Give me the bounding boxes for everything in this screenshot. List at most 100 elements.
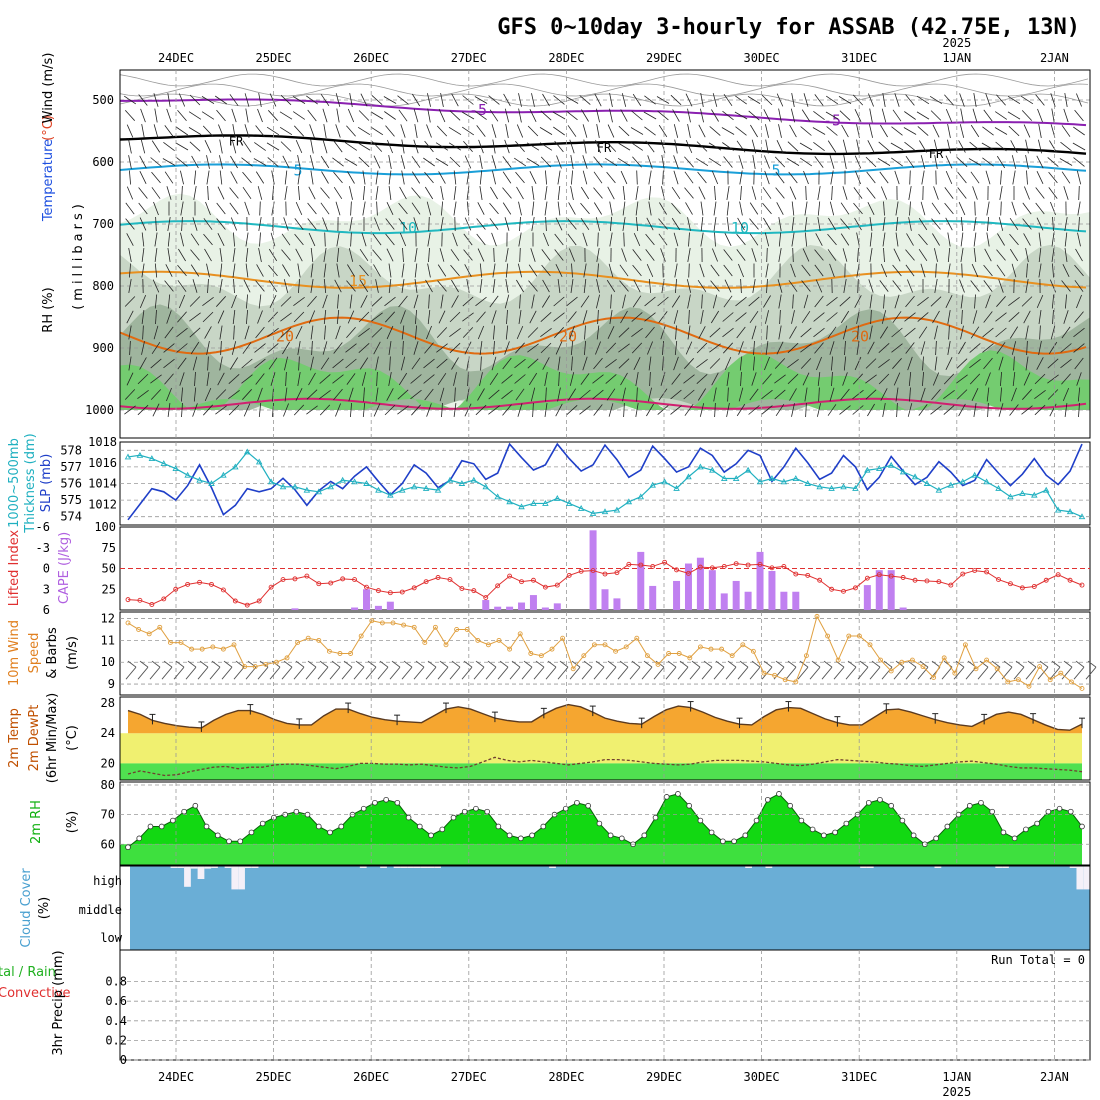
upper-wind-barb <box>488 405 500 415</box>
li-point <box>733 561 739 567</box>
rh-point <box>327 829 333 836</box>
upper-wind-barb <box>688 309 690 325</box>
upper-wind-barb <box>453 372 457 386</box>
upper-wind-barb <box>644 126 656 136</box>
upper-wind-barb <box>592 389 604 400</box>
upper-wind-barb <box>527 327 539 338</box>
upper-wind-barb <box>152 403 160 417</box>
upper-wind-barb <box>505 263 509 278</box>
wind-speed-point <box>432 624 438 630</box>
wind-barb-flag <box>523 660 533 668</box>
wind-barb-flag <box>1087 660 1097 668</box>
wind-speed-point <box>634 635 640 641</box>
thick-ytick-left: 574 <box>60 510 82 524</box>
upper-wind-barb <box>506 309 508 325</box>
upper-wind-barb <box>789 388 797 401</box>
upper-wind-barb <box>995 141 1007 152</box>
upper-wind-barb <box>658 311 668 323</box>
upper-wind-barb <box>714 185 716 201</box>
li-point <box>268 584 274 590</box>
wind-barb-flag <box>715 660 725 668</box>
wind-barb-flag <box>463 660 473 668</box>
upper-wind-barb <box>739 201 743 216</box>
upper-wind-barb <box>466 186 470 200</box>
upper-wind-barb <box>284 186 288 200</box>
upper-wind-barb <box>981 142 995 151</box>
upper-wind-barb <box>231 294 237 309</box>
upper-wind-barb <box>593 202 603 215</box>
upper-wind-barb <box>505 279 509 293</box>
cape-ytick-right: 100 <box>94 520 116 534</box>
upper-wind-barb <box>307 109 317 122</box>
upper-wind-barb <box>333 388 343 401</box>
wind-barb <box>581 666 593 680</box>
upper-wind-barb <box>712 248 718 262</box>
upper-wind-barb <box>605 141 617 152</box>
upper-wind-barb <box>646 217 654 231</box>
upper-wind-barb <box>1047 389 1059 400</box>
bottom-year-label: 2025 <box>942 1085 971 1099</box>
upper-wind-barb <box>698 326 706 339</box>
upper-wind-barb <box>1013 356 1015 371</box>
upper-wind-barb <box>865 358 877 369</box>
upper-wind-barb <box>814 264 824 277</box>
upper-wind-barb <box>723 249 733 261</box>
upper-wind-barb <box>150 358 162 369</box>
upper-wind-barb <box>384 404 396 416</box>
upper-wind-barb <box>747 96 761 104</box>
wind-barb-flag <box>547 660 557 668</box>
wind-frame <box>119 611 1091 696</box>
upper-wind-barb <box>829 341 835 355</box>
upper-wind-barb <box>259 232 261 247</box>
upper-wind-barb <box>736 403 746 417</box>
wind-speed-point <box>1047 677 1053 683</box>
wind-barb-flag <box>331 660 341 668</box>
upper-wind-barb <box>618 327 630 338</box>
wind-barb-flag <box>643 660 653 668</box>
isotherm-line <box>119 397 1087 410</box>
upper-wind-barb <box>554 140 564 153</box>
upper-wind-barb <box>438 108 446 123</box>
upper-wind-barb <box>266 142 280 151</box>
wind-speed-point <box>560 635 566 641</box>
thickness-point <box>816 483 823 490</box>
wind-barb <box>473 666 485 680</box>
upper-wind-barb <box>710 264 720 277</box>
wind-speed-point <box>167 640 173 646</box>
wind-barb-flag <box>571 660 581 668</box>
cape-bar <box>899 607 907 610</box>
wind-barb <box>185 666 197 680</box>
upper-wind-barb <box>570 340 574 356</box>
upper-wind-barb <box>244 201 250 216</box>
upper-wind-barb <box>203 233 213 246</box>
rh-point <box>574 799 580 806</box>
upper-wind-barb <box>697 171 707 184</box>
thickness-point <box>792 475 800 481</box>
upper-wind-barb <box>491 124 497 138</box>
upper-wind-barb <box>930 405 942 415</box>
upper-wind-barb <box>539 127 553 135</box>
li-point <box>554 582 560 588</box>
upper-wind-barb <box>630 127 644 135</box>
rh-point <box>495 823 502 830</box>
cloud-high-bar <box>420 866 428 868</box>
upper-wind-barb <box>531 186 535 200</box>
wind-barb <box>893 666 905 680</box>
upper-wind-barb <box>1050 93 1056 107</box>
upper-wind-barb <box>480 356 482 371</box>
upper-wind-barb <box>891 126 903 136</box>
upper-wind-barb <box>1051 232 1055 247</box>
upper-wind-barb <box>921 170 925 185</box>
rh-point <box>697 817 704 824</box>
upper-wind-barb <box>322 217 328 231</box>
upper-wind-barb <box>154 108 158 123</box>
upper-wind-barb <box>126 372 134 386</box>
upper-wind-barb <box>414 248 418 262</box>
thickness-point <box>160 460 168 467</box>
upper-wind-barb <box>960 216 964 232</box>
upper-wind-barb <box>268 248 278 262</box>
upper-wind-barb <box>787 141 799 152</box>
upper-wind-barb <box>776 341 784 355</box>
upper-wind-barb <box>489 372 499 386</box>
